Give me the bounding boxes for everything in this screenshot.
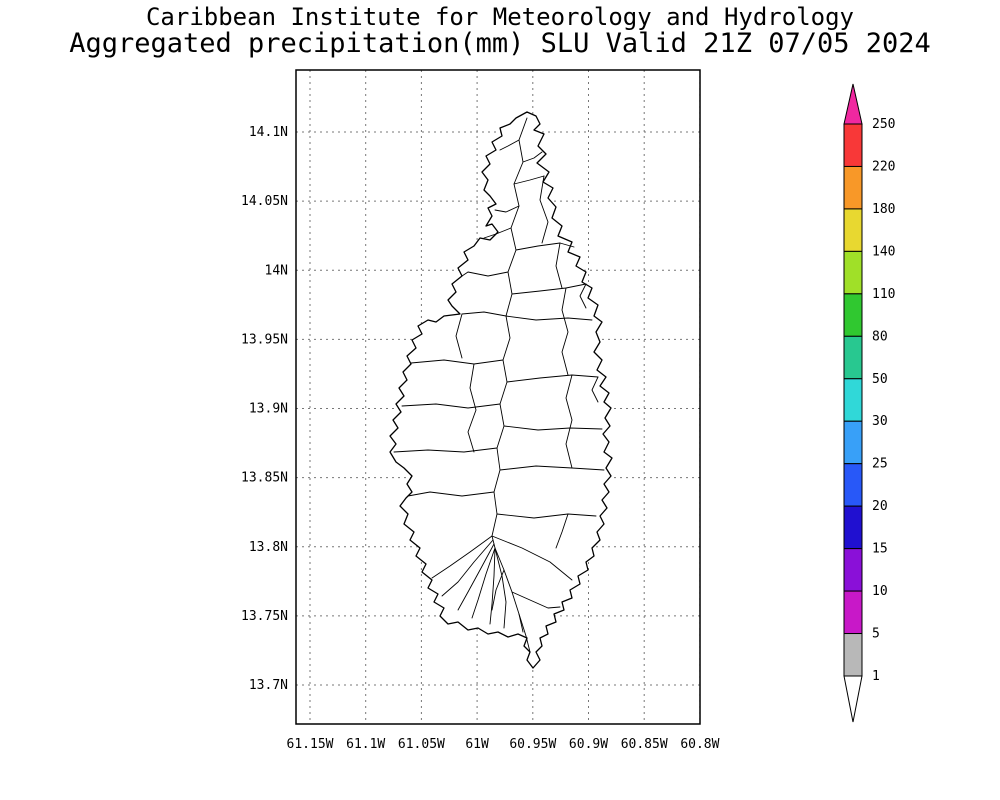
colorbar-segment [843, 208, 863, 252]
colorbar-tick-label: 220 [872, 159, 895, 174]
colorbar-tick-label: 140 [872, 244, 895, 259]
colorbar-segment [843, 590, 863, 635]
colorbar-segment [843, 633, 863, 677]
colorbar-tick-label: 50 [872, 372, 888, 387]
colorbar-above-max-triangle [843, 83, 863, 125]
latitude-tick-label: 13.7N [249, 678, 288, 693]
longitude-tick-label: 61W [465, 737, 489, 752]
longitude-tick-label: 60.8W [680, 737, 719, 752]
saint-lucia-island [389, 111, 613, 669]
colorbar-segment [843, 250, 863, 295]
latitude-tick-label: 14.1N [249, 125, 288, 140]
latitude-tick-label: 13.85N [241, 471, 288, 486]
colorbar-tick-label: 30 [872, 414, 888, 429]
longitude-tick-label: 60.95W [509, 737, 556, 752]
colorbar-segment [843, 293, 863, 337]
colorbar-below-min-triangle [843, 675, 863, 723]
latitude-tick-label: 14N [265, 263, 288, 278]
island-coastline [389, 111, 613, 669]
colorbar-tick-label: 110 [872, 287, 895, 302]
colorbar-tick-label: 20 [872, 499, 888, 514]
colorbar-segment [843, 548, 863, 592]
colorbar-tick-label: 80 [872, 329, 888, 344]
latitude-tick-label: 13.95N [241, 332, 288, 347]
latitude-tick-label: 13.9N [249, 402, 288, 417]
colorbar-segment [843, 505, 863, 550]
page-title: Caribbean Institute for Meteorology and … [145, 3, 854, 31]
colorbar-tick-label: 250 [872, 117, 895, 132]
latitude-tick-label: 14.05N [241, 194, 288, 209]
longitude-tick-label: 61.05W [398, 737, 445, 752]
colorbar-segment [843, 335, 863, 380]
colorbar-tick-label: 15 [872, 542, 888, 557]
colorbar-segment [843, 123, 863, 167]
colorbar-segment [843, 165, 863, 210]
colorbar-tick-label: 180 [872, 202, 895, 217]
colorbar-segment [843, 463, 863, 507]
colorbar-segment [843, 420, 863, 465]
colorbar-tick-label: 5 [872, 627, 880, 642]
plot-border [295, 69, 701, 725]
page-subtitle: Aggregated precipitation(mm) SLU Valid 2… [69, 28, 931, 59]
longitude-tick-label: 60.9W [569, 737, 608, 752]
longitude-tick-label: 60.85W [621, 737, 668, 752]
graticule [296, 70, 701, 724]
longitude-tick-label: 61.1W [346, 737, 385, 752]
longitude-axis: 61.15W 61.1W 61.05W 61W 60.95W 60.9W 60.85W 60.… [287, 737, 720, 752]
longitude-tick-label: 61.15W [287, 737, 334, 752]
colorbar-tick-label: 10 [872, 584, 888, 599]
colorbar-tick-label: 1 [872, 669, 880, 684]
latitude-tick-label: 13.8N [249, 540, 288, 555]
latitude-tick-label: 13.75N [241, 609, 288, 624]
colorbar-tick-label: 25 [872, 457, 888, 472]
colorbar: 250 220 180 140 110 80 50 30 25 20 15 10 5 1 [843, 83, 895, 723]
latitude-axis: 14.1N 14.05N 14N 13.95N 13.9N 13.85N 13.8N 13.7… [241, 125, 288, 693]
colorbar-segment [843, 378, 863, 422]
watershed-boundaries [393, 117, 605, 653]
